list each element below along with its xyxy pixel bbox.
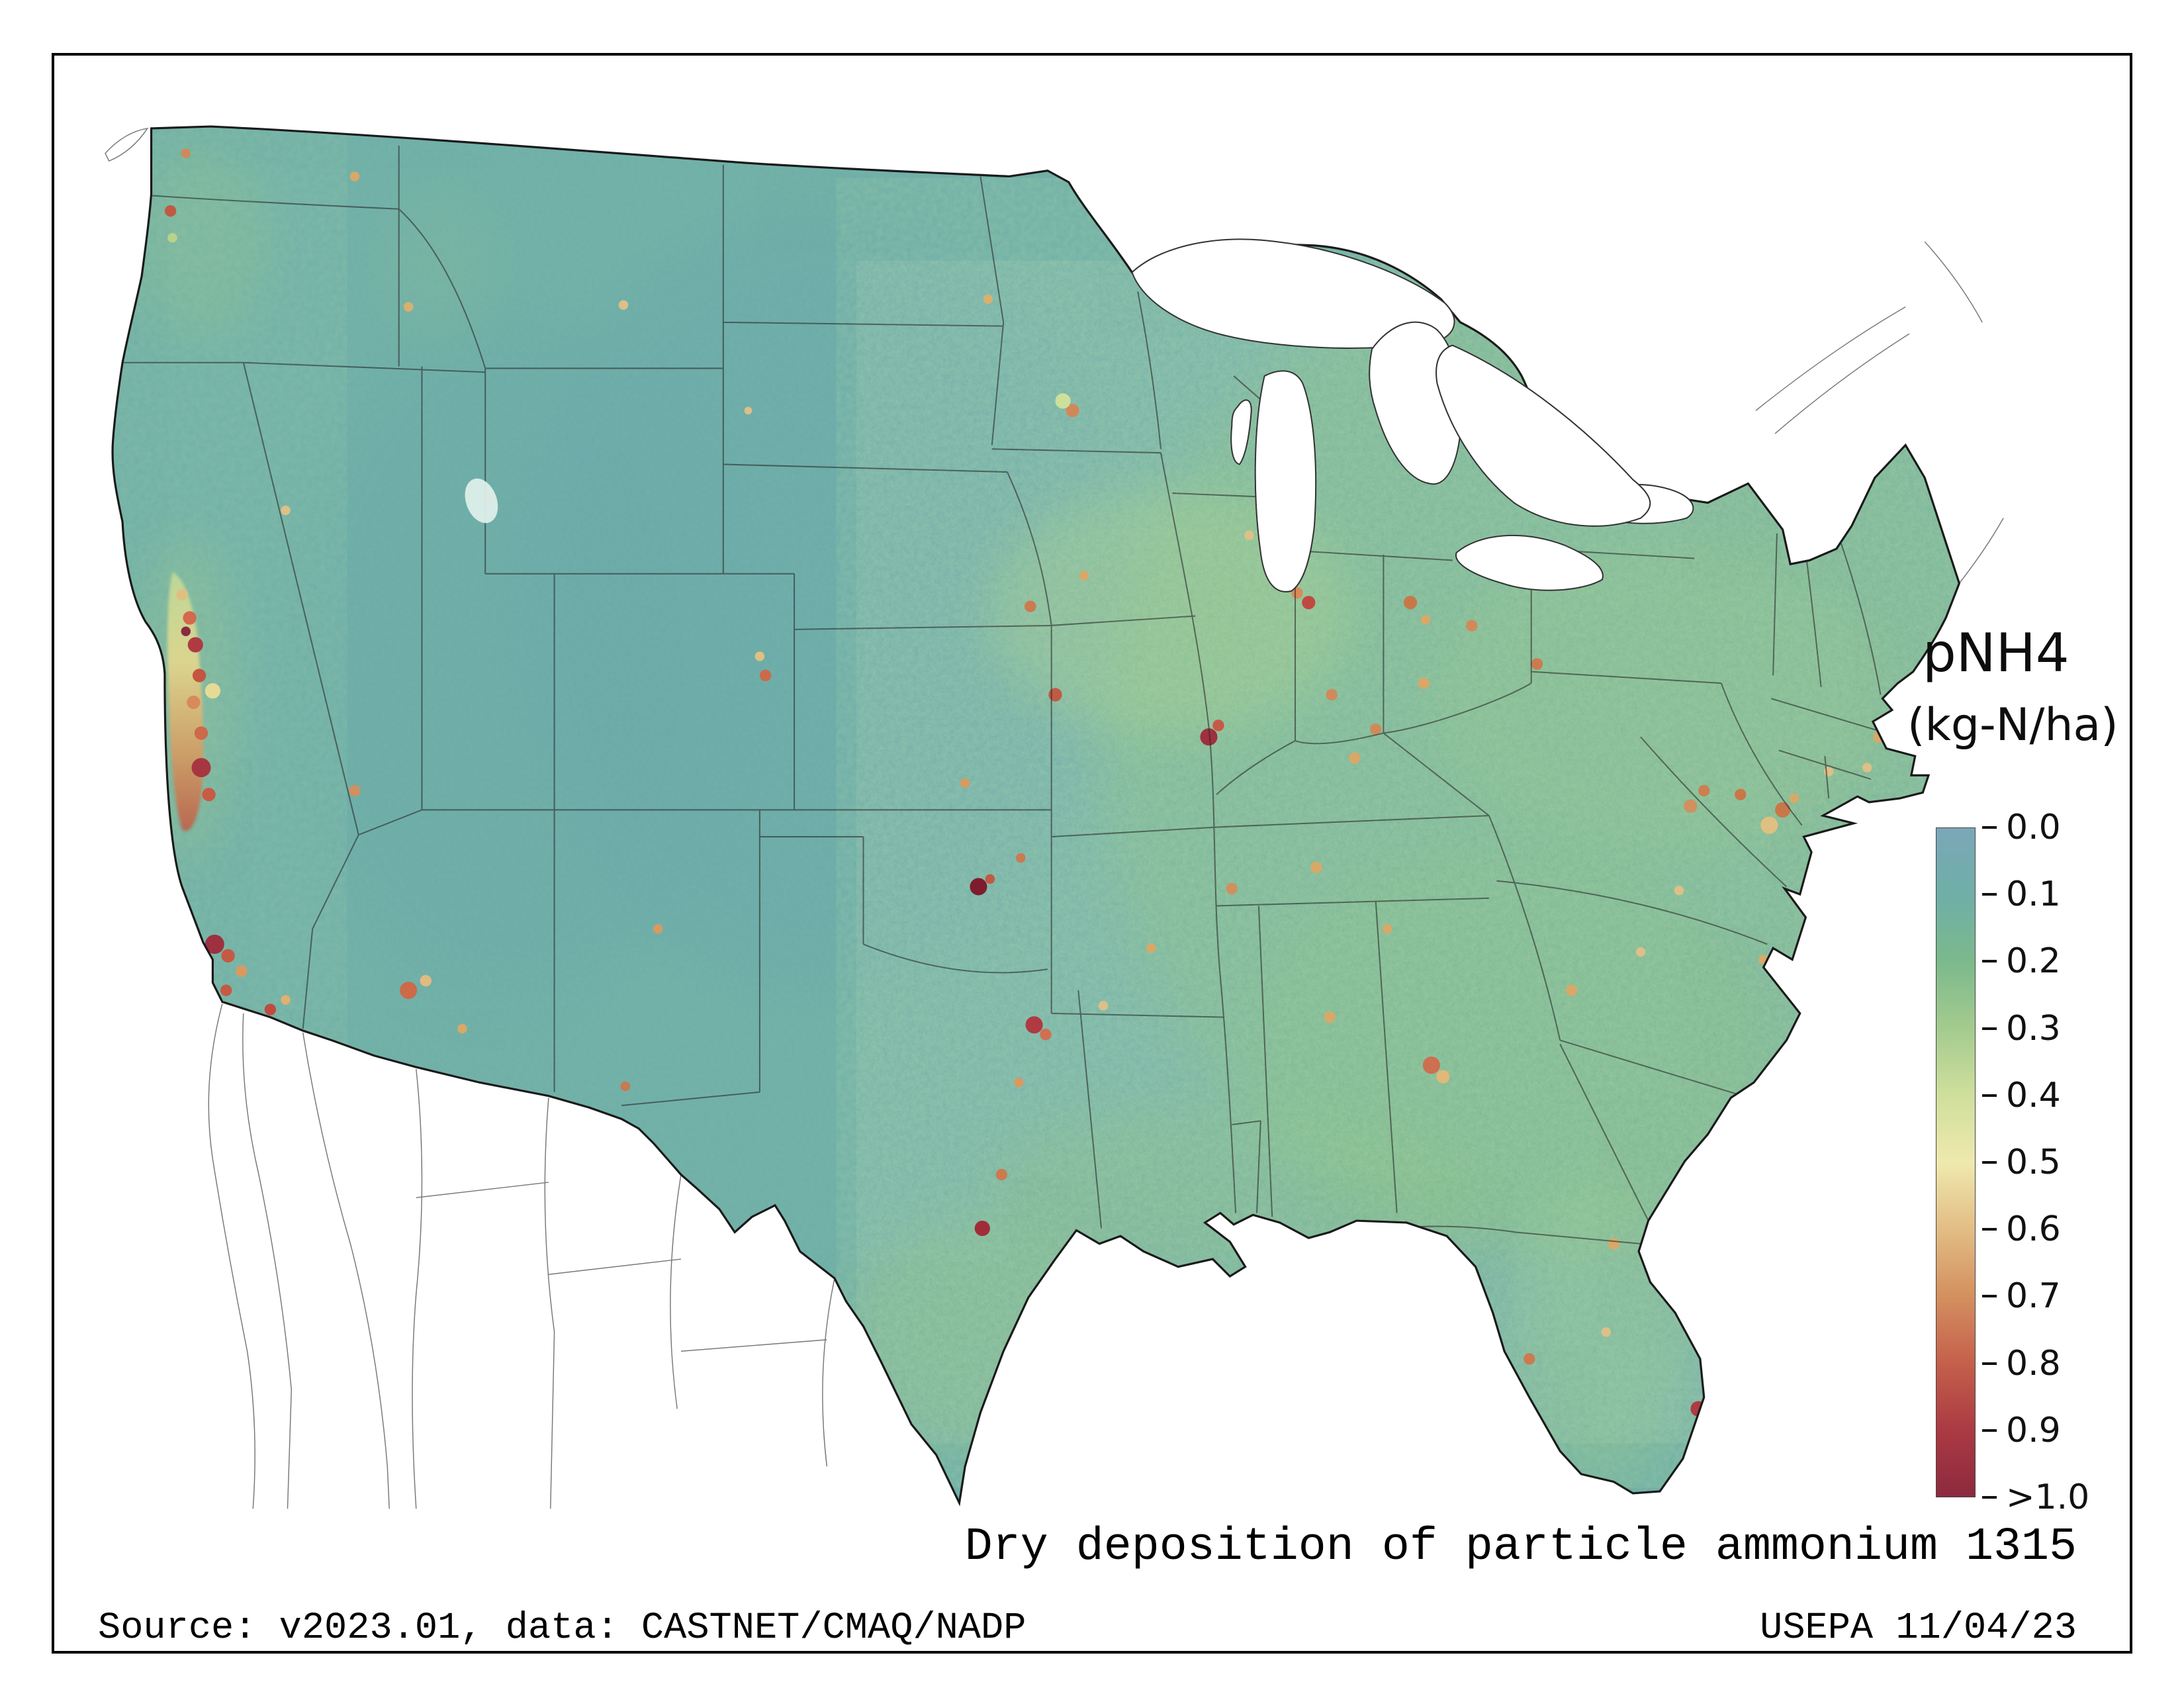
- legend-tick: >1.0: [1982, 1477, 2089, 1517]
- legend-tick-label: 0.7: [2006, 1276, 2061, 1316]
- legend-tick-label: 0.9: [2006, 1411, 2061, 1450]
- credit-note: USEPA 11/04/23: [1760, 1607, 2077, 1650]
- source-note: Source: v2023.01, data: CASTNET/CMAQ/NAD…: [98, 1607, 1026, 1650]
- legend-title: pNH4: [1923, 622, 2070, 684]
- tick-mark: [1982, 1161, 1997, 1164]
- legend-tick: 0.4: [1982, 1076, 2061, 1115]
- ontario-peninsula: [1435, 344, 1651, 527]
- tick-mark: [1982, 1295, 1997, 1297]
- legend-tick-label: 0.8: [2006, 1344, 2061, 1383]
- tick-mark: [1982, 893, 1997, 896]
- tick-mark: [1982, 826, 1997, 829]
- lake-superior: [1131, 238, 1455, 349]
- legend-colorbar: [1936, 827, 1976, 1497]
- legend-units: (kg-N/ha): [1907, 699, 2118, 751]
- hotspot-dots: [164, 148, 1885, 1438]
- mexico-borders: [208, 1004, 835, 1509]
- legend-tick: 0.9: [1982, 1411, 2061, 1450]
- legend-tick: 0.0: [1982, 808, 2061, 847]
- legend-ticks: 0.0 0.1 0.2 0.3 0.4 0.5 0.6 0.7 0.8 0.9 …: [1982, 808, 2154, 1517]
- legend-tick: 0.8: [1982, 1344, 2061, 1383]
- legend-tick-label: 0.3: [2006, 1009, 2061, 1049]
- legend-tick-label: 0.6: [2006, 1209, 2061, 1249]
- legend-tick: 0.6: [1982, 1209, 2061, 1249]
- legend-tick-label: 0.2: [2006, 941, 2061, 981]
- tick-mark: [1982, 1094, 1997, 1097]
- legend-tick: 0.2: [1982, 941, 2061, 981]
- map-caption: Dry deposition of particle ammonium 1315: [964, 1521, 2077, 1573]
- deposition-field: [113, 126, 1960, 1503]
- legend-tick: 0.3: [1982, 1009, 2061, 1049]
- plot-border: [52, 53, 2132, 1654]
- lake-erie: [1455, 534, 1604, 591]
- tick-mark: [1982, 1027, 1997, 1030]
- tick-mark: [1982, 960, 1997, 962]
- legend-tick: 0.5: [1982, 1143, 2061, 1182]
- legend-tick-label: 0.5: [2006, 1143, 2061, 1182]
- legend-tick: 0.7: [1982, 1276, 2061, 1316]
- legend-tick-label: >1.0: [2006, 1477, 2090, 1517]
- legend-tick: 0.1: [1982, 874, 2061, 914]
- great-salt-lake: [465, 478, 498, 524]
- canada-borders: [105, 127, 2004, 584]
- green-bay: [1230, 399, 1252, 465]
- lake-michigan: [1254, 370, 1317, 592]
- tick-mark: [1982, 1362, 1997, 1365]
- great-lakes: [1131, 238, 1694, 592]
- legend-tick-label: 0.1: [2006, 874, 2061, 914]
- tick-mark: [1982, 1429, 1997, 1432]
- tick-mark: [1982, 1228, 1997, 1231]
- legend-tick-label: 0.0: [2006, 808, 2061, 847]
- us-map: [105, 125, 2004, 1509]
- state-borders: [122, 146, 1906, 1244]
- legend-tick-label: 0.4: [2006, 1076, 2061, 1115]
- tick-mark: [1982, 1496, 1997, 1499]
